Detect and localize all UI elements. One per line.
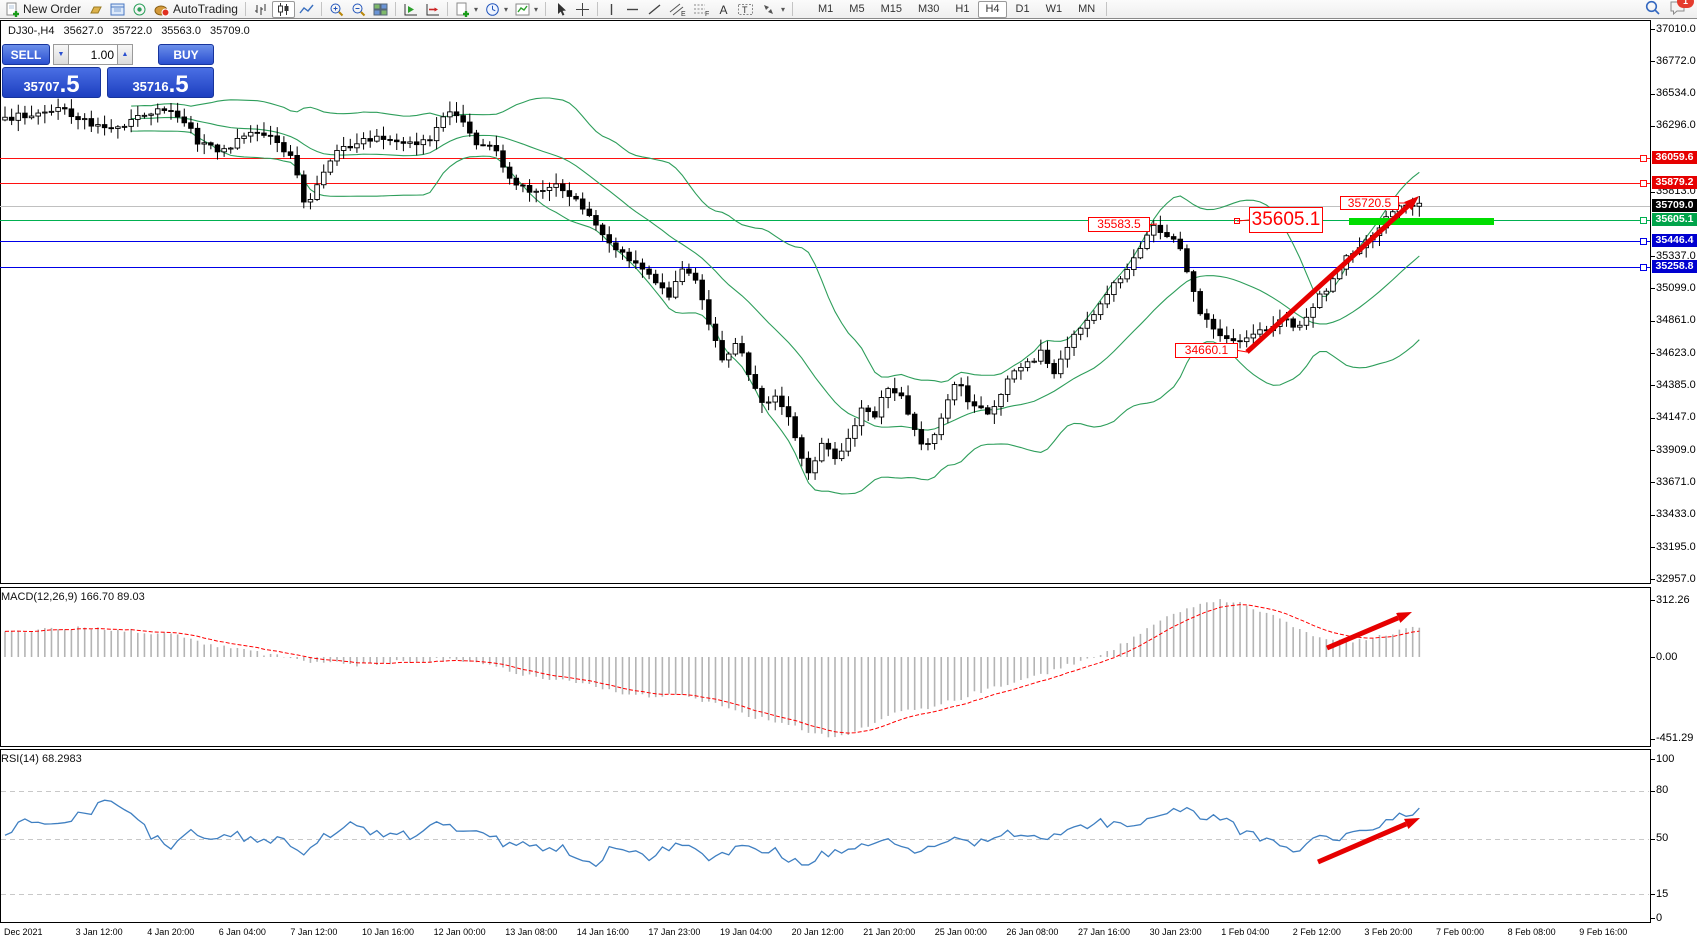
- svg-text:F: F: [705, 11, 709, 17]
- svg-text:A: A: [720, 3, 728, 17]
- buy-price-main: 35716: [132, 79, 169, 94]
- trendline-icon[interactable]: [644, 1, 665, 18]
- buy-label: BUY: [173, 47, 199, 62]
- volume-down-button[interactable]: ▼: [53, 44, 69, 65]
- price-annotation[interactable]: 34660.1: [1175, 343, 1238, 358]
- sell-button[interactable]: SELL: [2, 44, 50, 65]
- autotrading-label: AutoTrading: [173, 2, 238, 16]
- sell-price-pips: .5: [59, 71, 80, 98]
- arrows-icon[interactable]: ▾: [758, 1, 788, 18]
- toolbar-separator: [545, 2, 546, 16]
- chart-bars-icon[interactable]: [250, 1, 271, 18]
- new-order-icon: [6, 2, 19, 17]
- auto-scroll-icon[interactable]: [400, 1, 421, 18]
- toolbar-separator: [394, 2, 396, 16]
- timeframe-button-M1[interactable]: M1: [818, 2, 834, 15]
- deposit-icon[interactable]: [85, 1, 106, 18]
- timeframe-button-M5[interactable]: M5: [849, 2, 865, 15]
- new-template-icon[interactable]: ▾: [452, 1, 481, 18]
- sell-price-button[interactable]: 35707 .5: [2, 67, 102, 98]
- timeframe-button-M30[interactable]: M30: [917, 2, 940, 15]
- buy-price-pips: .5: [168, 71, 189, 98]
- buy-price-button[interactable]: 35716 .5: [107, 67, 214, 98]
- horizontal-line-icon[interactable]: [622, 1, 643, 18]
- volume-up-button[interactable]: ▲: [117, 44, 133, 65]
- buy-button[interactable]: BUY: [158, 44, 214, 65]
- equidistant-channel-icon[interactable]: E: [666, 1, 689, 18]
- toolbar-separator: [597, 2, 598, 16]
- chart-line-icon[interactable]: [296, 1, 317, 18]
- periods-icon[interactable]: ▾: [482, 1, 511, 18]
- indicators-icon[interactable]: ▾: [512, 1, 541, 18]
- volume-stepper: ▼ ▲: [53, 44, 133, 65]
- svg-text:E: E: [681, 11, 686, 17]
- zoom-in-icon[interactable]: [326, 1, 347, 18]
- sell-price-main: 35707: [23, 79, 60, 94]
- timeframe-button-W1[interactable]: W1: [1045, 2, 1063, 15]
- toolbar-separator: [244, 2, 246, 16]
- search-icon[interactable]: [1645, 0, 1661, 19]
- toolbar-separator: [792, 2, 794, 16]
- chat-icon[interactable]: 1: [1669, 0, 1694, 19]
- toolbar-separator: [1106, 2, 1108, 16]
- crosshair-icon[interactable]: [572, 1, 593, 18]
- toolbar: New Order AutoTrading: [0, 0, 1697, 19]
- tile-windows-icon[interactable]: [370, 1, 391, 18]
- volume-input[interactable]: [69, 44, 117, 65]
- autotrading-button[interactable]: AutoTrading: [151, 1, 241, 18]
- signals-icon[interactable]: [129, 1, 150, 18]
- sell-label: SELL: [10, 47, 42, 62]
- new-order-button[interactable]: New Order: [2, 1, 84, 18]
- chart-shift-icon[interactable]: [422, 1, 443, 18]
- zoom-out-icon[interactable]: [348, 1, 369, 18]
- market-depth-icon[interactable]: [107, 1, 128, 18]
- timeframe-button-D1[interactable]: D1: [1015, 2, 1030, 15]
- svg-text:T: T: [742, 5, 748, 15]
- price-annotation[interactable]: 35720.5: [1340, 196, 1399, 210]
- timeframe-group: M1 M5 M15 M30 H1 H4 D1 W1 MN: [811, 0, 1102, 18]
- timeframe-button-MN[interactable]: MN: [1078, 2, 1096, 15]
- timeframe-button-H1[interactable]: H1: [955, 2, 970, 15]
- price-annotation[interactable]: 35605.1: [1249, 207, 1323, 233]
- autotrading-icon: [154, 5, 170, 16]
- price-annotation[interactable]: 35583.5: [1088, 217, 1150, 232]
- new-order-label: New Order: [23, 2, 82, 16]
- chat-badge: 1: [1677, 0, 1694, 8]
- text-label-icon[interactable]: T: [734, 1, 757, 18]
- chart-candles-icon[interactable]: [271, 0, 295, 18]
- cursor-icon[interactable]: [550, 1, 571, 18]
- timeframe-button-M15[interactable]: M15: [880, 2, 902, 15]
- one-click-trading-panel: SELL ▼ ▲ BUY 35707 .5 35716 .5: [2, 44, 214, 98]
- fibonacci-icon[interactable]: F: [690, 1, 713, 18]
- toolbar-separator: [320, 2, 322, 16]
- vertical-line-icon[interactable]: [602, 1, 621, 18]
- text-icon[interactable]: A: [714, 1, 733, 18]
- toolbar-separator: [446, 2, 448, 16]
- timeframe-button-H4[interactable]: H4: [978, 0, 1007, 18]
